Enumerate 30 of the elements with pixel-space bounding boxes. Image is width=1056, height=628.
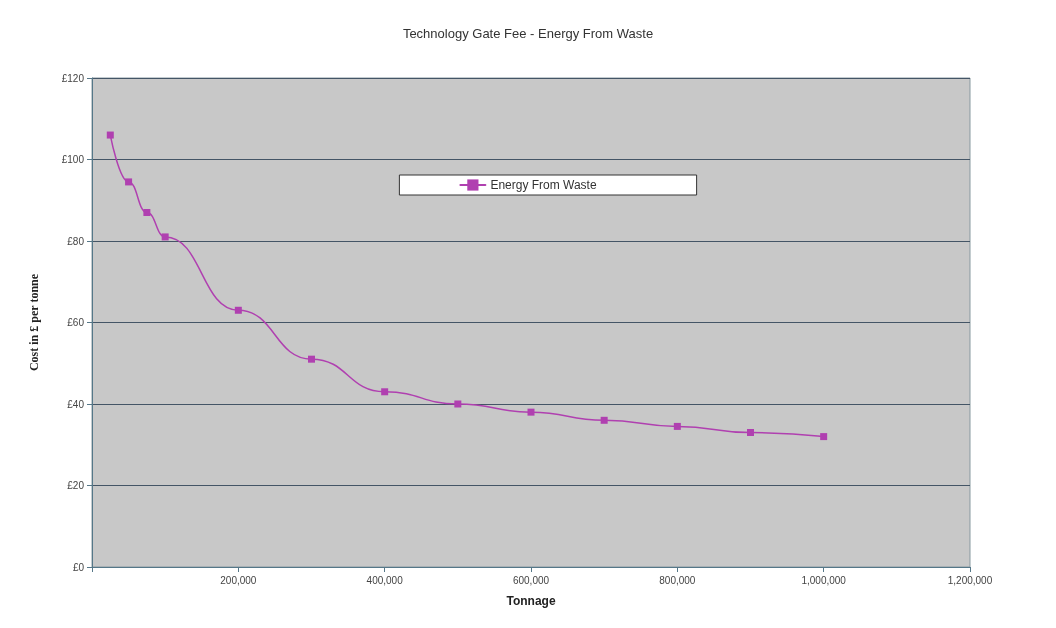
y-tick-label: £80 (67, 235, 85, 247)
point (308, 355, 315, 363)
y-tick-label: £60 (67, 317, 85, 328)
x-tick-label: 1,200,000 (947, 574, 993, 586)
point (454, 400, 462, 408)
point (161, 233, 169, 241)
point (143, 208, 151, 216)
y-axis-title: Cost in £ per tonne (27, 273, 41, 372)
point (234, 306, 242, 314)
x-tick-label: 1,000,000 (801, 574, 847, 586)
legend-label: Energy From Waste (490, 178, 597, 192)
x-tick-label: 200,000 (220, 574, 257, 586)
x-tick-label: 600,000 (512, 574, 550, 586)
chart-title: Technology Gate Fee - Energy From Waste (402, 26, 654, 41)
point (673, 422, 681, 430)
x-axis-title: Tonnage (506, 594, 556, 608)
point (820, 433, 828, 441)
point (600, 416, 608, 424)
y-tick-label: £20 (67, 480, 85, 491)
point (125, 178, 133, 186)
point (747, 429, 754, 437)
y-tick-label: £120 (61, 72, 85, 84)
point (527, 408, 535, 416)
y-tick-label: £40 (67, 398, 85, 410)
x-tick-label: 400,000 (366, 574, 404, 586)
y-tick-label: £100 (61, 154, 85, 165)
point (106, 131, 114, 139)
y-tick-label: £0 (72, 561, 85, 573)
point (381, 388, 389, 396)
x-tick-label: 800,000 (659, 574, 696, 586)
